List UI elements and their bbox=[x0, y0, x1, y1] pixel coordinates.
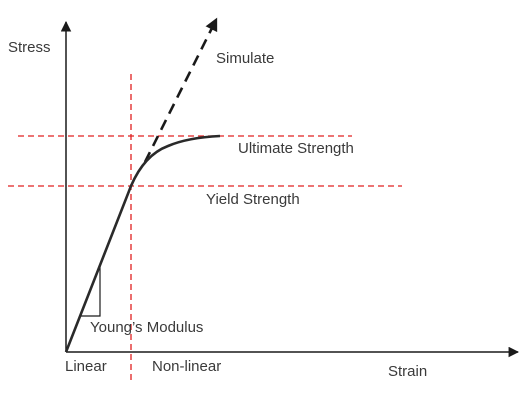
stress-axis-label: Stress bbox=[8, 39, 51, 56]
ultimate-strength-label: Ultimate Strength bbox=[238, 140, 354, 157]
yield-strength-label: Yield Strength bbox=[206, 191, 300, 208]
stress-strain-curve bbox=[64, 134, 221, 353]
non-linear-region-label: Non-linear bbox=[152, 358, 221, 375]
youngs-modulus-label: Young’s Modulus bbox=[90, 319, 203, 336]
strain-axis-label: Strain bbox=[388, 363, 427, 380]
simulate-arrow bbox=[143, 17, 218, 163]
youngs-modulus-triangle bbox=[80, 266, 101, 317]
simulate-label: Simulate bbox=[216, 50, 274, 67]
linear-region-label: Linear bbox=[65, 358, 107, 375]
